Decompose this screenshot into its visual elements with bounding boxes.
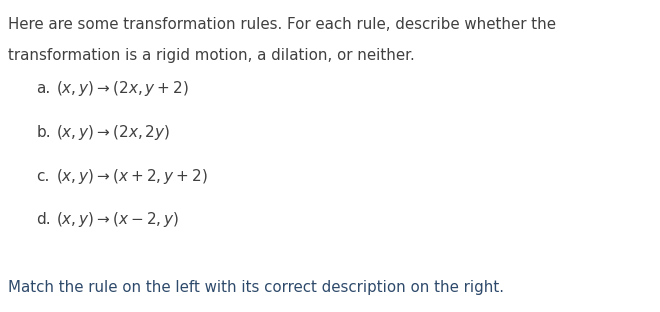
- Text: d.: d.: [36, 212, 51, 227]
- Text: c.: c.: [36, 169, 49, 184]
- Text: $(x, y)\rightarrow(2x, y+2)$: $(x, y)\rightarrow(2x, y+2)$: [56, 80, 189, 98]
- Text: b.: b.: [36, 125, 51, 140]
- Text: $(x, y)\rightarrow(x-2, y)$: $(x, y)\rightarrow(x-2, y)$: [56, 211, 180, 229]
- Text: $(x, y)\rightarrow(2x, 2y)$: $(x, y)\rightarrow(2x, 2y)$: [56, 123, 170, 142]
- Text: Here are some transformation rules. For each rule, describe whether the: Here are some transformation rules. For …: [8, 17, 556, 32]
- Text: Match the rule on the left with its correct description on the right.: Match the rule on the left with its corr…: [8, 280, 504, 295]
- Text: transformation is a rigid motion, a dilation, or neither.: transformation is a rigid motion, a dila…: [8, 48, 414, 63]
- Text: a.: a.: [36, 81, 51, 96]
- Text: $(x, y)\rightarrow(x+2, y+2)$: $(x, y)\rightarrow(x+2, y+2)$: [56, 167, 208, 186]
